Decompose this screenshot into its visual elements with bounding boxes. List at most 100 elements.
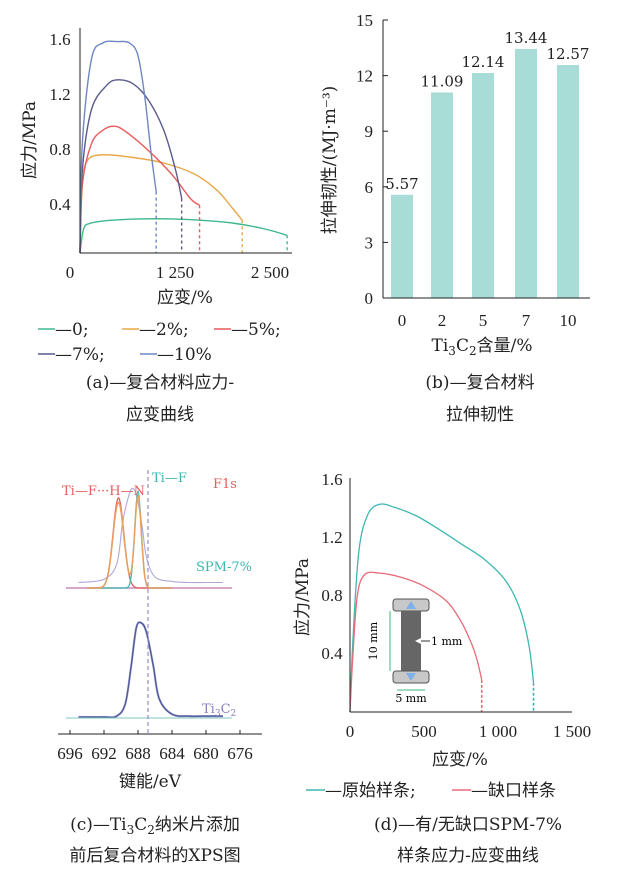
ytick-label-15: 15 <box>356 11 373 30</box>
specimen-inset: 10 mm 1 mm 5 mm <box>367 598 463 705</box>
panel-d-caption-line1: (d)—有/无缺口SPM-7% <box>374 815 562 835</box>
panel-c-caption-line1: (c)—Ti3C2纳米片添加 <box>70 815 240 837</box>
panel-b-xlabel-sub3: 3 <box>448 344 456 358</box>
curve-notch <box>349 571 483 713</box>
dim-label-5mm: 5 mm <box>395 692 427 705</box>
bar-value-label-5: 12.14 <box>462 53 505 71</box>
bar-value-label-2: 11.09 <box>421 72 464 90</box>
panel-c-label-spm: SPM-7% <box>196 560 252 575</box>
panel-a-ytick-1-2: 1.2 <box>49 85 70 104</box>
xtick-10: 10 <box>560 311 577 330</box>
panel-b-xlabel-ti: Ti <box>432 336 449 356</box>
panel-b-xlabel: Ti3C2含量/% <box>432 336 533 358</box>
curve-5 <box>79 125 201 254</box>
curve-7 <box>79 79 183 254</box>
panel-c-label-tif: Ti—F <box>152 471 187 486</box>
panel-c-plot <box>66 487 232 719</box>
panel-a-xlabel: 应变/% <box>157 288 213 308</box>
specimen-gauge <box>401 611 421 671</box>
panel-c-caption-pre: (c)—Ti <box>70 815 127 835</box>
panel-a-caption-line1: (a)—复合材料应力- <box>86 373 234 393</box>
dim-label-1mm: 1 mm <box>431 635 463 648</box>
panel-a-ytick-0-8: 0.8 <box>49 140 70 159</box>
panel-d-legend: —原始样条; —缺口样条 <box>306 781 556 801</box>
panel-c-caption-sub2: 2 <box>147 823 155 837</box>
panel-b-xlabel-c: C <box>456 336 469 356</box>
specimen-notch <box>415 638 421 644</box>
panel-d-caption-line2: 样条应力-应变曲线 <box>397 846 539 866</box>
panel-c-label-ti: Ti <box>202 702 215 717</box>
panel-b-xlabel-rest: 含量/% <box>477 336 533 356</box>
panel-a-ylabel: 应力/MPa <box>20 101 40 179</box>
panel-d-xlabel: 应变/% <box>432 750 488 770</box>
panel-a-ytick-0-4: 0.4 <box>49 195 71 214</box>
ytick-label-12: 12 <box>356 67 373 86</box>
panel-b-caption-line1: (b)—复合材料 <box>425 373 534 393</box>
ytick-label-3: 3 <box>365 233 374 252</box>
xtick-label-692: 692 <box>91 744 117 763</box>
panel-a-ytick-1-6: 1.6 <box>49 30 70 49</box>
panel-a-xtick-2500: 2 500 <box>251 263 289 282</box>
legend-label-0: —0; <box>55 320 89 340</box>
xtick-5: 5 <box>479 311 488 330</box>
panel-c-label-tif-h-n: Ti—F···H—N <box>62 484 145 499</box>
bar-value-label-10: 12.57 <box>547 45 590 63</box>
legend-label-notch: —缺口样条 <box>471 781 556 801</box>
panel-b-xlabel-sub2: 2 <box>469 344 477 358</box>
panel-c-caption-c: C <box>134 815 147 835</box>
bar-10 <box>557 65 579 298</box>
panel-b-yticks: 0 3 6 9 12 15 <box>356 11 388 308</box>
legend-label-5: —5%; <box>231 320 281 340</box>
bar-2 <box>431 92 453 298</box>
panel-c-label-f1s: F1s <box>213 477 237 492</box>
panel-c-label-sub3: 3 <box>215 709 221 719</box>
panel-c-label-c: C <box>221 702 231 717</box>
panel-c-xticks: 696 692 688 684 680 676 <box>57 730 253 763</box>
panel-c-label-ti3c2: Ti3C2 <box>202 702 236 719</box>
bar-7 <box>515 48 537 298</box>
curve-10 <box>79 40 157 254</box>
xtick-0: 0 <box>398 311 407 330</box>
bar-value-label-0: 5.57 <box>385 175 418 193</box>
panel-d-ytick-0-8: 0.8 <box>321 586 342 605</box>
legend-label-7: —7%; <box>55 345 105 365</box>
ti3c2-fit-curve <box>78 621 223 718</box>
panel-c-caption-sub3: 3 <box>127 823 135 837</box>
xtick-label-676: 676 <box>227 744 253 763</box>
bar-0 <box>391 194 413 298</box>
xtick-label-684: 684 <box>159 744 185 763</box>
xtick-label-680: 680 <box>193 744 219 763</box>
legend-label-10: —10% <box>157 345 212 365</box>
dim-label-10mm: 10 mm <box>367 621 380 660</box>
panel-d-ytick-1-6: 1.6 <box>321 470 342 489</box>
xtick-2: 2 <box>438 311 447 330</box>
panel-c-label-sub2: 2 <box>231 709 237 719</box>
xtick-7: 7 <box>522 311 531 330</box>
panel-d-xtick-1500: 1 500 <box>553 722 591 741</box>
panel-a-plot <box>79 40 288 254</box>
curve-2 <box>79 154 243 254</box>
panel-c: Ti—F···H—N Ti—F F1s SPM-7% Ti3C2 696 692 6… <box>57 470 262 866</box>
panel-b-caption-line2: 拉伸韧性 <box>446 405 514 425</box>
panel-a-xtick-1250: 1 250 <box>156 263 194 282</box>
xtick-label-688: 688 <box>125 744 151 763</box>
legend-label-original: —原始样条; <box>325 781 416 801</box>
legend-label-2: —2%; <box>139 320 189 340</box>
panel-d-ytick-0-4: 0.4 <box>321 644 343 663</box>
panel-b-ylabel: 拉伸韧性/(MJ·m⁻³) <box>320 86 340 235</box>
panel-c-caption-line2: 前后复合材料的XPS图 <box>69 846 240 866</box>
ytick-label-0: 0 <box>365 289 374 308</box>
panel-d-xtick-500: 500 <box>411 722 437 741</box>
panel-a: 1.6 1.2 0.8 0.4 0 1 250 2 500 应力/MPa 应变/… <box>20 28 292 425</box>
panel-d-plot <box>349 503 535 713</box>
bar-value-label-7: 13.44 <box>505 29 548 47</box>
panel-b-plot: 5.57 0 11.09 2 12.14 5 13.44 7 12.57 10 <box>385 29 589 330</box>
panel-c-caption-post: 纳米片添加 <box>155 815 240 835</box>
panel-a-legend: —0; —2%; —5%; —7%; —10% <box>38 320 281 365</box>
curve-original <box>349 503 535 713</box>
panel-a-xtick-0: 0 <box>66 263 75 282</box>
panel-d-xtick-1000: 1 000 <box>479 722 517 741</box>
panel-c-xlabel: 键能/eV <box>119 772 182 792</box>
